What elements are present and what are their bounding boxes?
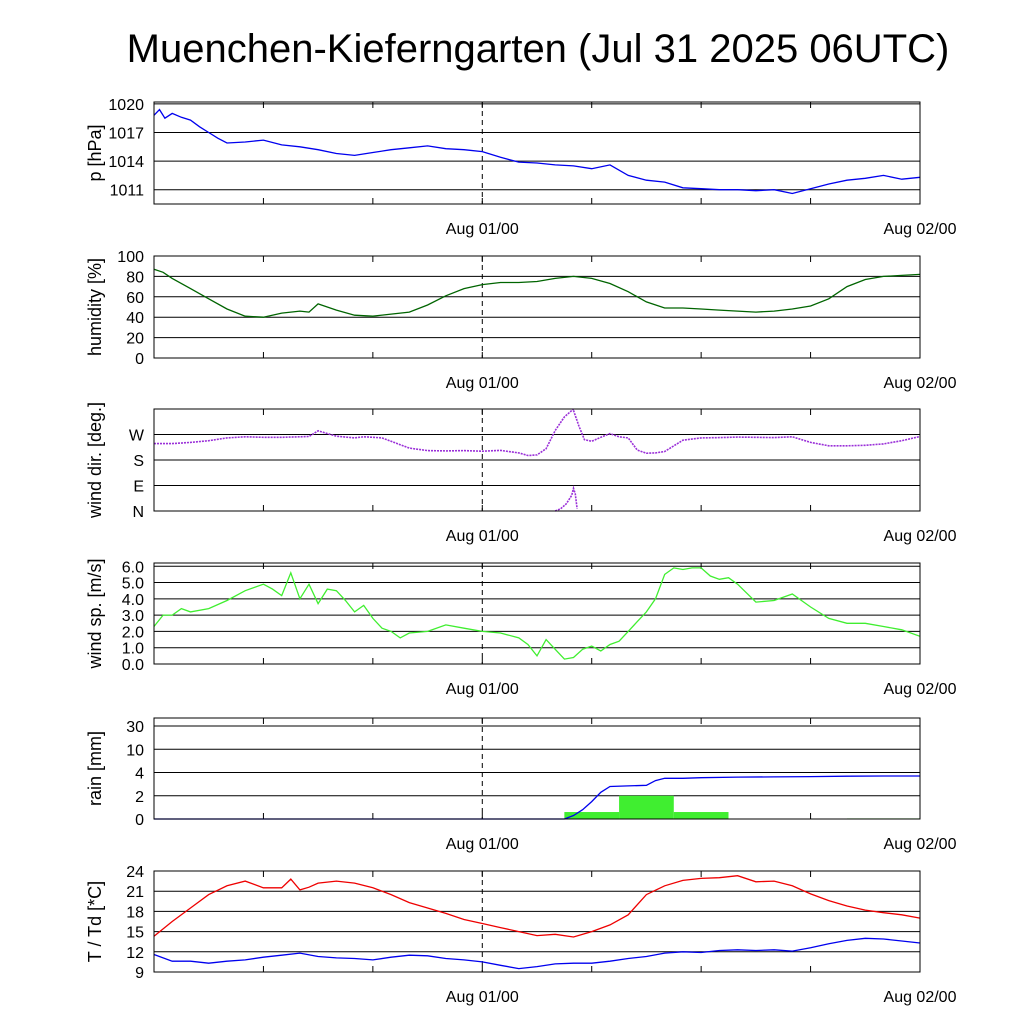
panel-rain: 0 2 4 10 30 rain [mm] Aug 01/00 Aug 02/00 — [85, 717, 957, 853]
y-tick-label: 1017 — [108, 126, 144, 143]
y-tick-label: 40 — [126, 310, 144, 327]
series-line-wind-direction — [154, 408, 575, 457]
y-tick-label: 0 — [135, 812, 144, 829]
x-tick-label: Aug 01/00 — [446, 221, 519, 238]
y-axis-label: wind dir. [deg.] — [85, 402, 105, 519]
x-tick-label: Aug 01/00 — [446, 681, 519, 698]
y-tick-label: 4.0 — [122, 592, 144, 609]
y-tick-label: 10 — [126, 742, 144, 759]
y-tick-label: 4 — [135, 766, 144, 783]
series-line-wind-speed — [153, 567, 921, 660]
x-tick-label: Aug 01/00 — [446, 989, 519, 1006]
series-line-temperature — [153, 937, 921, 970]
x-tick-label: Aug 02/00 — [884, 528, 957, 545]
y-tick-label: 9 — [135, 965, 144, 982]
y-axis-label: wind sp. [m/s] — [85, 558, 105, 669]
y-tick-label: 24 — [126, 864, 144, 881]
panel-temperature: 9 12 15 18 21 24 T / Td [*C] Aug 01/00 Aug 02/00 — [85, 864, 957, 1006]
y-tick-label: 1014 — [108, 154, 144, 171]
y-tick-label: 1.0 — [122, 641, 144, 658]
series-line-rain — [154, 775, 920, 820]
y-tick-label: 60 — [126, 290, 144, 307]
x-tick-label: Aug 02/00 — [884, 375, 957, 392]
y-tick-label: 2 — [135, 789, 144, 806]
rain-bar — [564, 812, 620, 819]
series-line-temperature — [153, 875, 921, 938]
y-tick-label: 0 — [135, 351, 144, 368]
y-axis-label: humidity [%] — [85, 258, 105, 356]
x-tick-label: Aug 02/00 — [884, 681, 957, 698]
y-tick-label: E — [133, 479, 144, 496]
x-tick-label: Aug 01/00 — [446, 375, 519, 392]
y-axis-label: rain [mm] — [85, 731, 105, 806]
panel-frame-temperature — [153, 870, 921, 973]
y-tick-label: 15 — [126, 925, 144, 942]
y-tick-label: N — [132, 504, 144, 521]
panel-humidity: 0 20 40 60 80 100 humidity [%] Aug 01/00 Aug 02/… — [85, 249, 957, 392]
series-line-wind-direction — [572, 410, 921, 455]
y-tick-label: 21 — [126, 884, 144, 901]
x-tick-label: Aug 02/00 — [884, 989, 957, 1006]
panel-frame-wind-speed — [153, 562, 921, 665]
x-tick-label: Aug 01/00 — [446, 836, 519, 853]
y-tick-label: 0.0 — [122, 657, 144, 674]
y-tick-label: 100 — [117, 249, 144, 266]
y-tick-label: 80 — [126, 269, 144, 286]
chart-title: Muenchen-Kieferngarten (Jul 31 2025 06UT… — [127, 27, 950, 71]
x-tick-label: Aug 02/00 — [884, 836, 957, 853]
x-tick-label: Aug 01/00 — [446, 528, 519, 545]
panel-wind-speed: 0.01.02.03.04.05.06.0 wind sp. [m/s] Aug 0… — [85, 558, 957, 698]
panel-frame-humidity — [153, 255, 921, 359]
y-tick-label: 18 — [126, 904, 144, 921]
y-axis-label: T / Td [*C] — [85, 881, 105, 962]
y-axis-label: p [hPa] — [85, 124, 105, 181]
y-tick-label: 3.0 — [122, 608, 144, 625]
y-tick-label: 5.0 — [122, 576, 144, 593]
y-tick-label: W — [129, 428, 145, 445]
series-line-pressure — [153, 108, 921, 195]
y-tick-label: S — [133, 453, 144, 470]
y-tick-label: 20 — [126, 331, 144, 348]
panel-frame-pressure — [153, 101, 921, 205]
rain-bar — [619, 795, 674, 819]
series-line-humidity — [153, 268, 921, 318]
rain-bar — [673, 812, 729, 819]
y-tick-label: 1011 — [110, 183, 145, 200]
panel-frame-rain — [153, 717, 921, 820]
y-tick-label: 12 — [126, 945, 144, 962]
panel-frame-wind-direction — [153, 408, 921, 512]
y-tick-label: 2.0 — [122, 624, 144, 641]
y-tick-label: 30 — [126, 719, 144, 736]
y-tick-label: 1020 — [108, 97, 144, 114]
x-tick-label: Aug 02/00 — [884, 221, 957, 238]
series-line-wind-direction — [554, 485, 578, 512]
y-tick-label: 6.0 — [122, 559, 144, 576]
